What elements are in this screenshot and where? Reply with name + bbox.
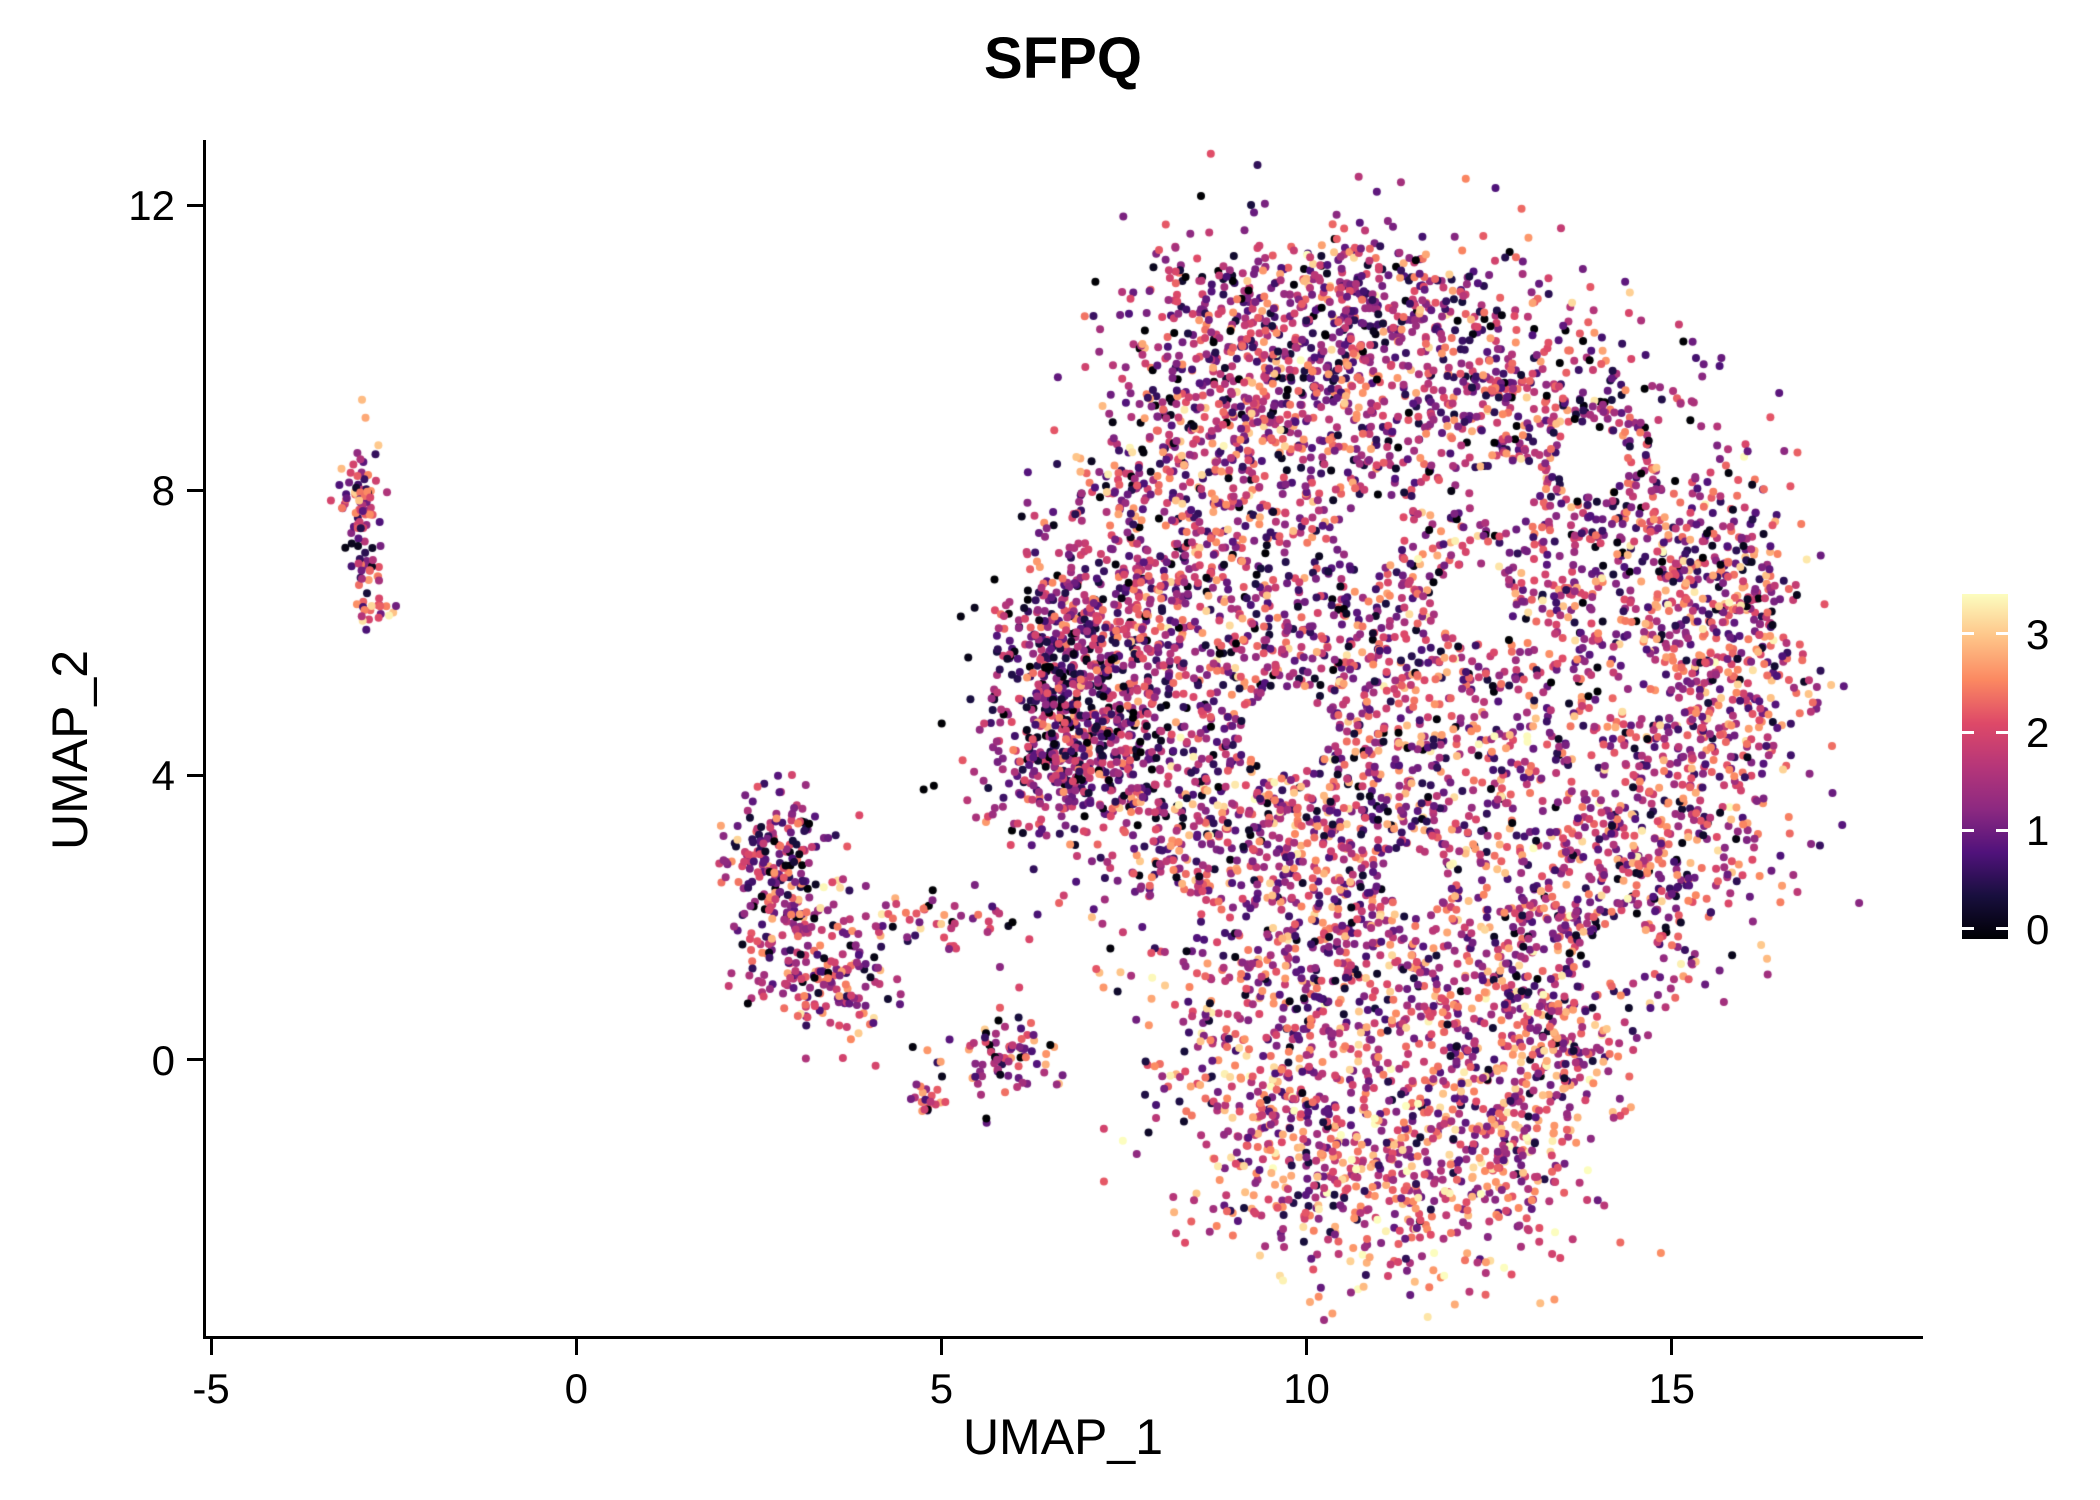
y-tick-mark [187,1058,203,1062]
plot-title: SFPQ [984,26,1142,91]
colorbar-gradient [1962,594,2008,939]
x-tick-label: 10 [1283,1365,1330,1412]
colorbar-legend: 0 1 2 3 [1962,594,2100,950]
x-tick-label: 0 [564,1365,588,1412]
x-axis-label: UMAP_1 [962,1409,1164,1465]
y-tick-mark [187,773,203,777]
x-tick-mark [1305,1339,1309,1355]
x-axis-line [203,1336,1923,1339]
x-tick-mark [209,1339,213,1355]
colorbar-tick-label: 0 [2026,905,2050,953]
colorbar-tick-mark [1996,927,2008,931]
y-tick-label: 0 [151,1036,175,1084]
colorbar-tick-mark [1996,632,2008,636]
colorbar-tick-mark [1996,730,2008,734]
x-tick-label: 15 [1648,1365,1696,1412]
y-tick-mark [187,488,203,492]
x-tick-mark [939,1339,943,1355]
colorbar-tick-mark [1962,730,1974,734]
colorbar-tick-label: 2 [2026,709,2050,757]
colorbar-tick-mark [1962,927,1974,931]
y-axis-line [203,140,206,1339]
x-tick-label: 5 [929,1365,954,1412]
colorbar-tick-mark [1962,632,1974,636]
colorbar-tick-label: 1 [2026,807,2050,855]
y-tick-label: 4 [151,752,175,800]
x-tick-mark [1670,1339,1674,1355]
y-axis-label: UMAP_2 [42,649,98,851]
x-tick-label: -5 [192,1365,230,1412]
colorbar-tick-mark [1996,828,2008,832]
colorbar-tick-label: 3 [2026,610,2050,658]
x-tick-mark [574,1339,578,1355]
colorbar-tick-mark [1962,828,1974,832]
y-tick-label: 8 [151,467,175,515]
y-tick-label: 12 [128,182,175,230]
y-tick-mark [187,203,203,207]
